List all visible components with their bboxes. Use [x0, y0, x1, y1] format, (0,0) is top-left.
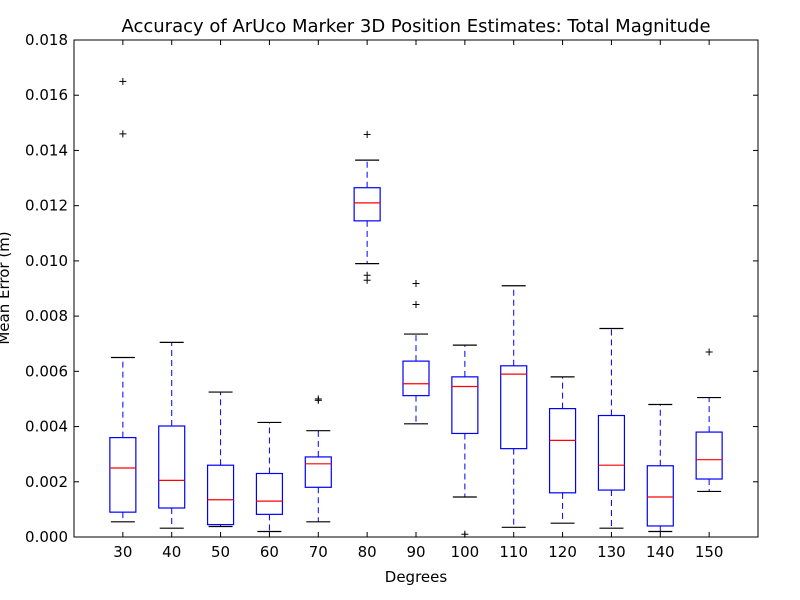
iqr-box	[597, 414, 626, 491]
box-80	[353, 130, 381, 284]
x-tick-label: 70	[309, 543, 328, 561]
box-100	[451, 344, 479, 538]
x-axis-label: Degrees	[385, 568, 448, 586]
y-tick-label: 0.008	[25, 307, 68, 325]
box-150	[695, 348, 723, 493]
outlier-point	[412, 301, 420, 309]
iqr-box	[695, 431, 723, 480]
plot-frame	[73, 39, 759, 538]
box-90	[402, 280, 430, 425]
iqr-box	[353, 187, 381, 222]
box-30	[109, 77, 137, 523]
outlier-point	[119, 77, 127, 85]
x-tick-label: 100	[451, 543, 480, 561]
outlier-point	[314, 395, 322, 403]
box-60	[255, 421, 284, 533]
x-axis-ticks: 30 40 50 60 70 80 90 100 110 120 130 140 150	[113, 40, 723, 561]
x-tick-label: 110	[499, 543, 528, 561]
y-tick-label: 0.000	[25, 528, 68, 546]
y-tick-label: 0.018	[25, 31, 68, 49]
x-tick-label: 120	[548, 543, 577, 561]
x-tick-label: 60	[260, 543, 279, 561]
box-70	[304, 395, 332, 523]
box-110	[500, 285, 528, 528]
iqr-box	[158, 425, 186, 509]
y-axis-label: Mean Error (m)	[0, 231, 13, 344]
box-50	[206, 391, 235, 528]
box-120	[548, 376, 577, 524]
y-tick-label: 0.002	[25, 473, 68, 491]
x-tick-label: 130	[597, 543, 626, 561]
iqr-box	[500, 365, 528, 450]
box-series	[109, 77, 723, 538]
x-tick-label: 30	[113, 543, 132, 561]
x-tick-label: 50	[211, 543, 230, 561]
iqr-box	[402, 360, 430, 397]
box-140	[646, 403, 674, 533]
y-tick-label: 0.016	[25, 86, 68, 104]
x-tick-label: 140	[646, 543, 675, 561]
iqr-box	[109, 437, 137, 513]
y-tick-label: 0.004	[25, 418, 68, 436]
outlier-point	[119, 130, 127, 138]
iqr-box	[451, 376, 479, 435]
x-tick-label: 80	[358, 543, 377, 561]
outlier-point	[705, 348, 713, 356]
iqr-box	[304, 456, 332, 488]
x-tick-label: 40	[162, 543, 181, 561]
y-tick-label: 0.010	[25, 252, 68, 270]
chart-title: Accuracy of ArUco Marker 3D Position Est…	[121, 16, 710, 37]
y-tick-label: 0.012	[25, 197, 68, 215]
iqr-box	[255, 472, 284, 515]
x-tick-label: 150	[695, 543, 724, 561]
iqr-box	[206, 464, 235, 526]
outlier-point	[363, 130, 371, 138]
y-tick-label: 0.014	[25, 141, 68, 159]
iqr-box	[548, 408, 577, 494]
y-axis-ticks: 0.000 0.002 0.004 0.006 0.008 0.010 0.012 0.014…	[25, 31, 758, 546]
y-tick-label: 0.006	[25, 362, 68, 380]
iqr-box	[646, 465, 674, 527]
outlier-point	[412, 280, 420, 288]
box-40	[158, 341, 186, 529]
x-tick-label: 90	[406, 543, 425, 561]
outlier-point	[363, 271, 371, 279]
box-130	[597, 327, 626, 529]
